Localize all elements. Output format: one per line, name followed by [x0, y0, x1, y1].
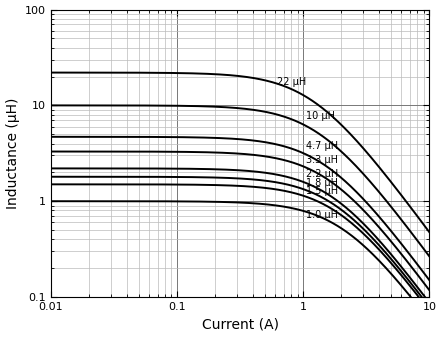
Y-axis label: Inductance (μH): Inductance (μH) — [6, 98, 19, 209]
Text: 1.0 μH: 1.0 μH — [306, 210, 338, 220]
Text: 4.7 μH: 4.7 μH — [306, 141, 338, 151]
Text: 3.3 μH: 3.3 μH — [306, 155, 338, 164]
Text: 2.2 μH: 2.2 μH — [306, 169, 338, 179]
Text: 1.8 μH: 1.8 μH — [306, 178, 338, 188]
Text: 22 μH: 22 μH — [277, 77, 306, 87]
Text: 1.5 μH: 1.5 μH — [306, 186, 338, 196]
X-axis label: Current (A): Current (A) — [202, 317, 279, 332]
Text: 10 μH: 10 μH — [306, 111, 335, 121]
